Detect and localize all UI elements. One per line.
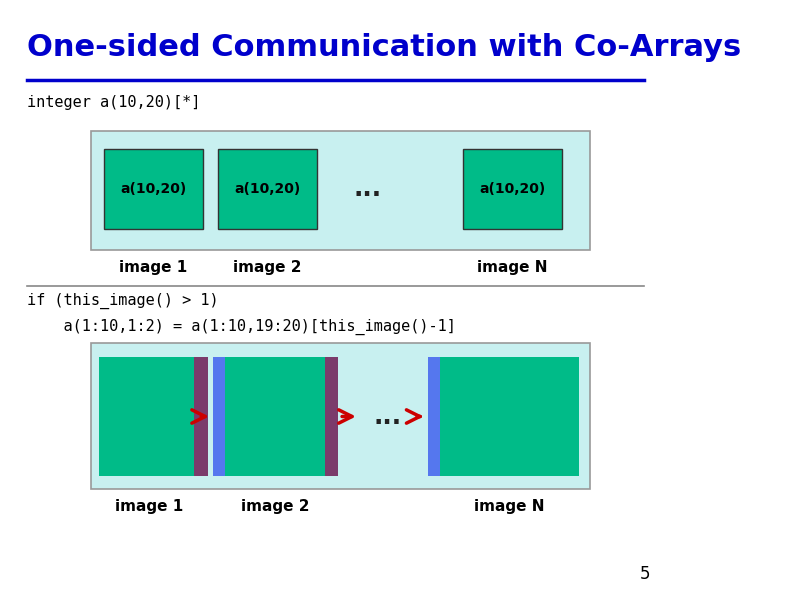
FancyBboxPatch shape xyxy=(428,357,440,476)
FancyBboxPatch shape xyxy=(325,357,338,476)
Text: image 2: image 2 xyxy=(233,260,302,275)
Text: a(1:10,1:2) = a(1:10,19:20)[this_image()-1]: a(1:10,1:2) = a(1:10,19:20)[this_image()… xyxy=(27,318,456,334)
Text: a(10,20): a(10,20) xyxy=(234,182,301,196)
Text: image 2: image 2 xyxy=(241,499,309,513)
Text: One-sided Communication with Co-Arrays: One-sided Communication with Co-Arrays xyxy=(27,33,741,62)
FancyBboxPatch shape xyxy=(225,357,325,476)
Text: integer a(10,20)[*]: integer a(10,20)[*] xyxy=(27,95,200,110)
Text: if (this_image() > 1): if (this_image() > 1) xyxy=(27,293,218,309)
Text: a(10,20): a(10,20) xyxy=(121,182,187,196)
Text: ...: ... xyxy=(373,405,402,428)
FancyBboxPatch shape xyxy=(195,357,208,476)
FancyBboxPatch shape xyxy=(463,149,562,229)
Text: ...: ... xyxy=(353,177,381,201)
FancyBboxPatch shape xyxy=(104,149,203,229)
FancyBboxPatch shape xyxy=(91,131,590,250)
FancyBboxPatch shape xyxy=(99,357,200,476)
Text: image 1: image 1 xyxy=(119,260,187,275)
Text: image 1: image 1 xyxy=(115,499,183,513)
FancyBboxPatch shape xyxy=(91,343,590,489)
Text: a(10,20): a(10,20) xyxy=(479,182,545,196)
Text: 5: 5 xyxy=(640,565,650,583)
FancyBboxPatch shape xyxy=(440,357,580,476)
FancyBboxPatch shape xyxy=(218,149,317,229)
Text: image N: image N xyxy=(474,499,545,513)
Text: image N: image N xyxy=(477,260,548,275)
FancyBboxPatch shape xyxy=(214,357,225,476)
